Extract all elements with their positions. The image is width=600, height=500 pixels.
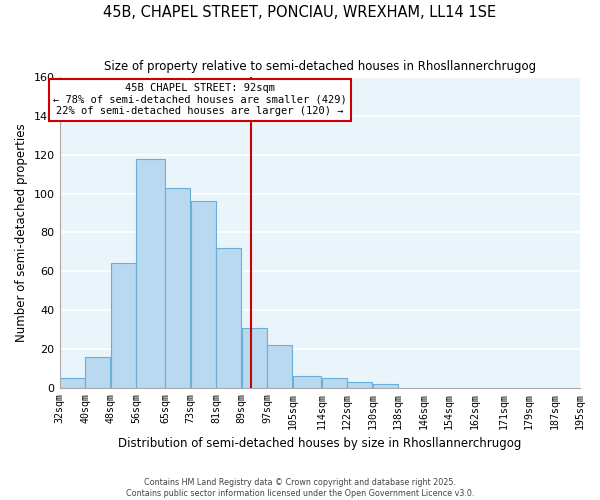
Text: 45B CHAPEL STREET: 92sqm
← 78% of semi-detached houses are smaller (429)
22% of : 45B CHAPEL STREET: 92sqm ← 78% of semi-d… (53, 83, 347, 116)
Bar (136, 158, 164, 388)
Text: 45B, CHAPEL STREET, PONCIAU, WREXHAM, LL14 1SE: 45B, CHAPEL STREET, PONCIAU, WREXHAM, LL… (103, 5, 497, 20)
Bar (216, 248, 241, 388)
Bar (242, 328, 267, 388)
Bar (191, 202, 216, 388)
Bar (60, 378, 85, 388)
Bar (373, 384, 398, 388)
Text: Contains HM Land Registry data © Crown copyright and database right 2025.
Contai: Contains HM Land Registry data © Crown c… (126, 478, 474, 498)
X-axis label: Distribution of semi-detached houses by size in Rhosllannerchrugog: Distribution of semi-detached houses by … (118, 437, 521, 450)
Bar (268, 345, 292, 388)
Bar (347, 382, 372, 388)
Bar (322, 378, 347, 388)
Title: Size of property relative to semi-detached houses in Rhosllannerchrugog: Size of property relative to semi-detach… (104, 60, 536, 73)
Bar (85, 356, 110, 388)
Bar (165, 188, 190, 388)
Bar (111, 264, 136, 388)
Y-axis label: Number of semi-detached properties: Number of semi-detached properties (15, 123, 28, 342)
Bar (293, 376, 321, 388)
